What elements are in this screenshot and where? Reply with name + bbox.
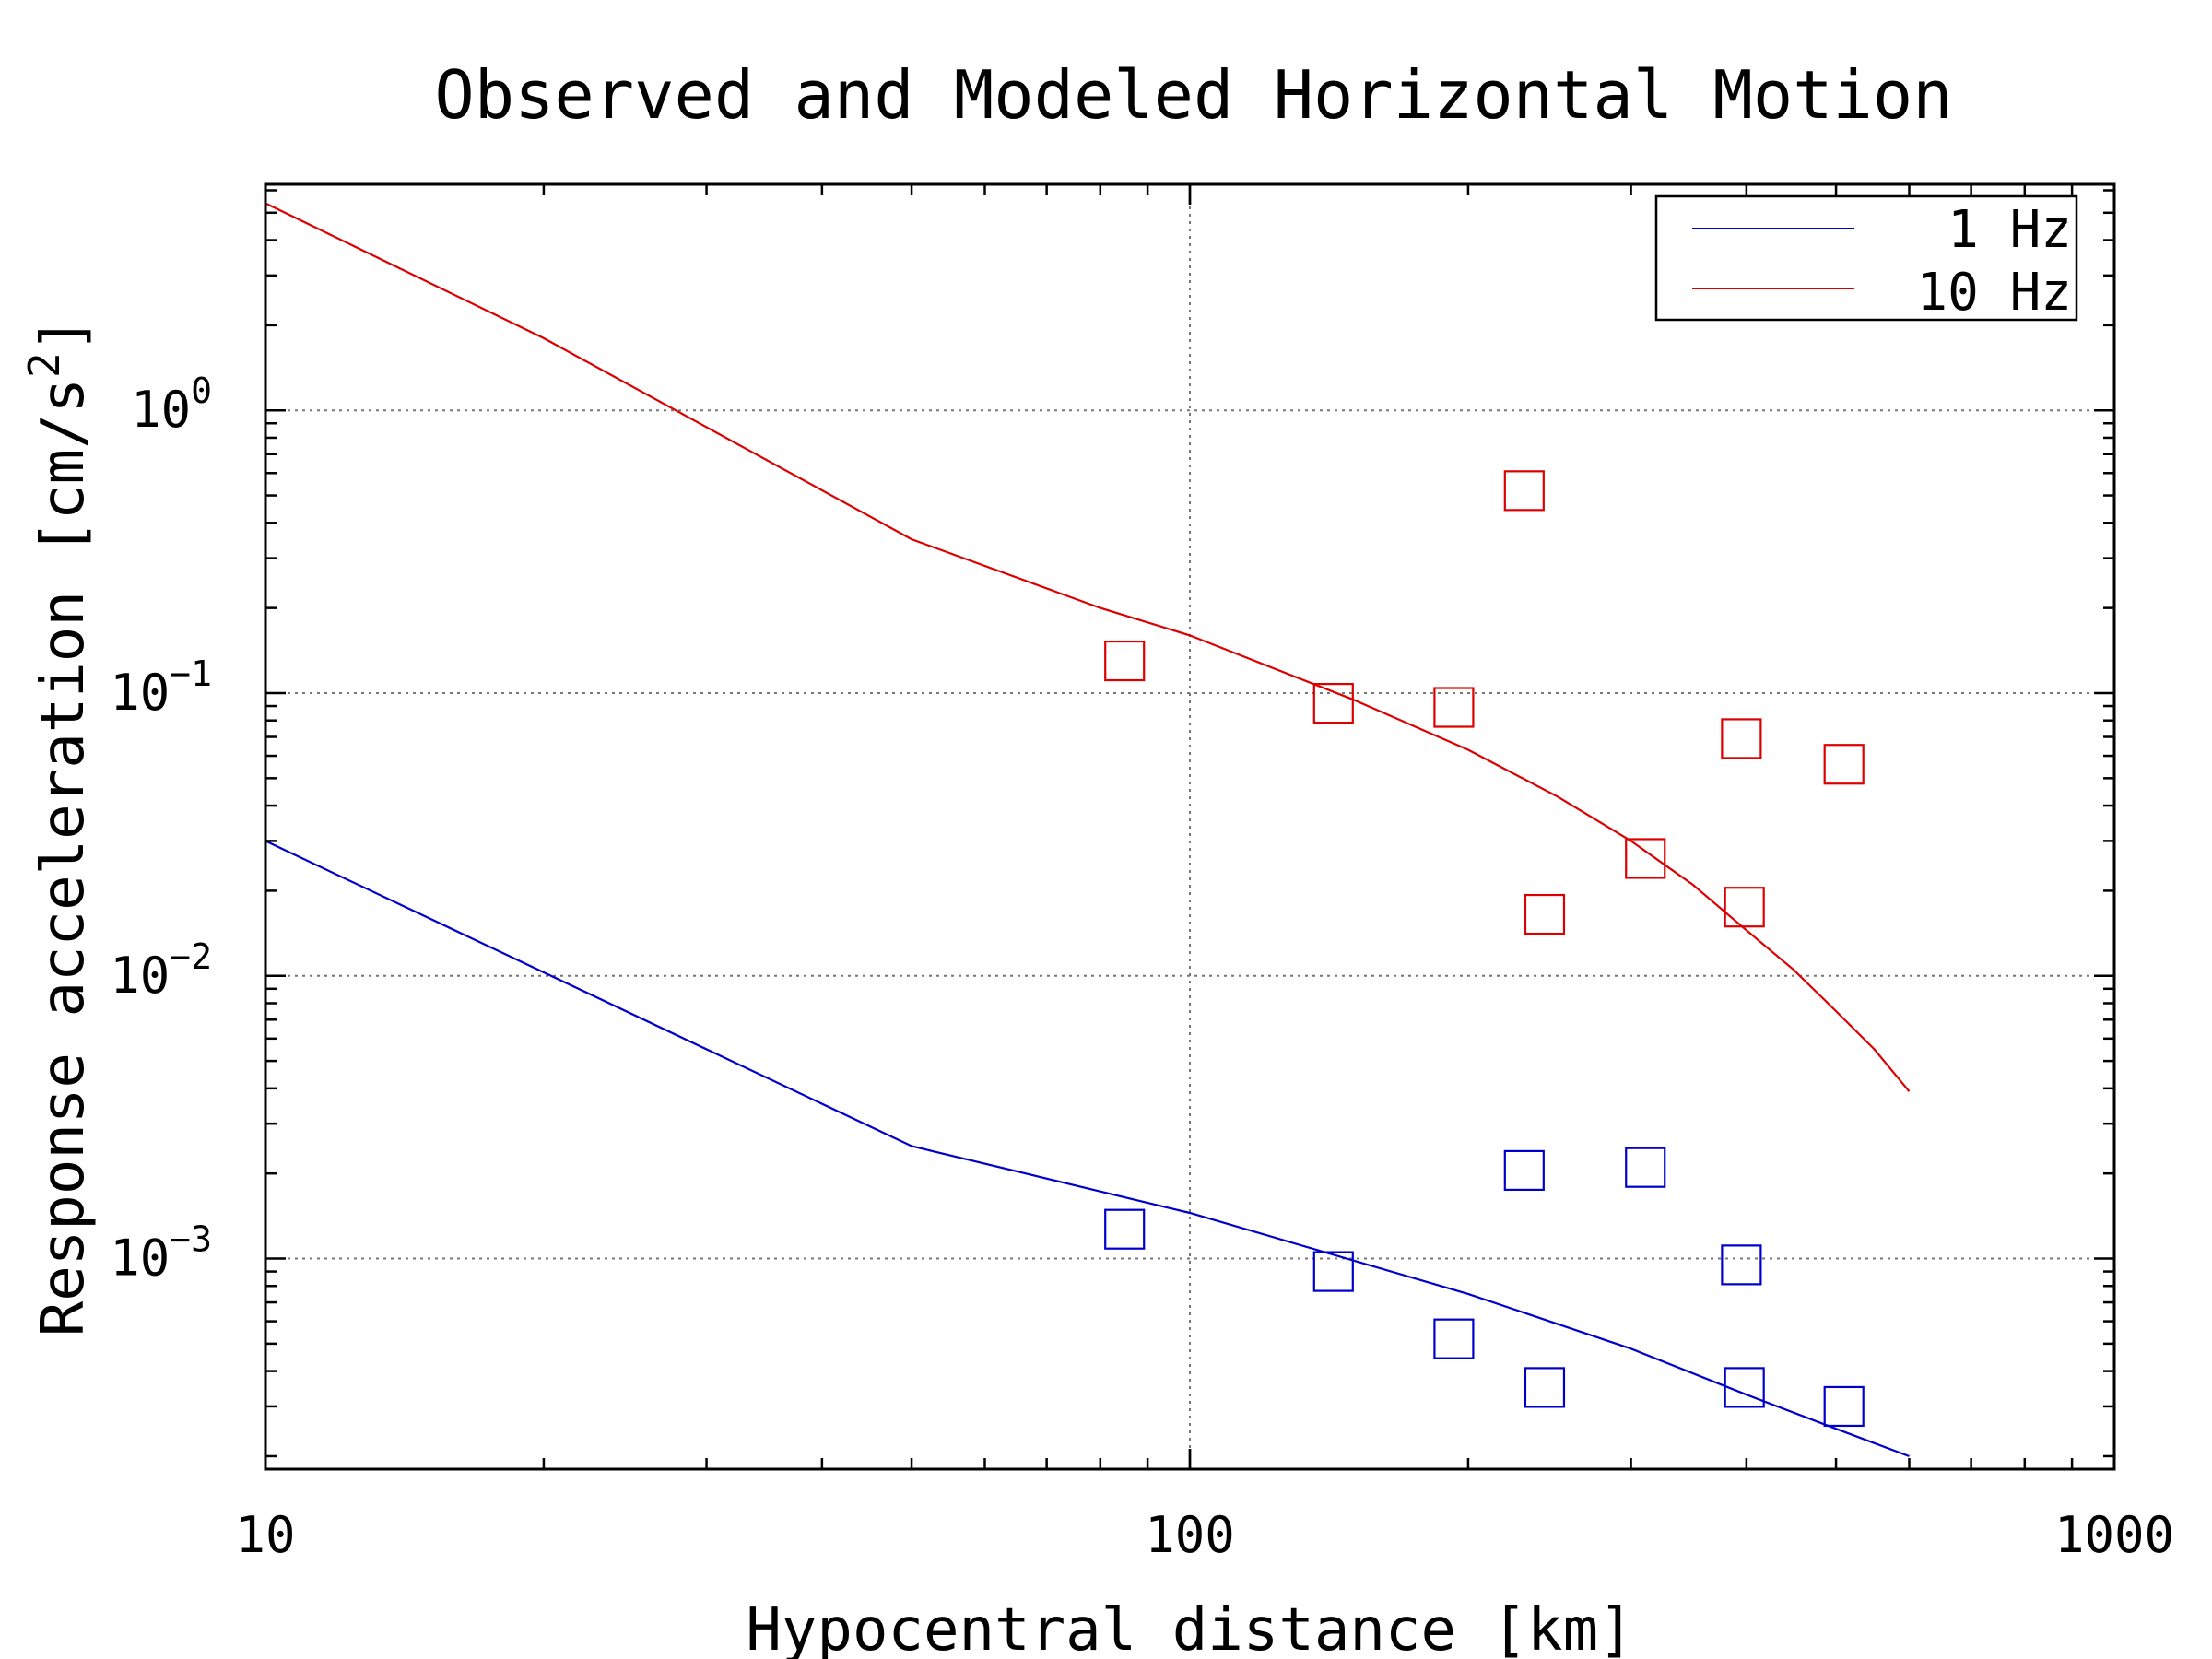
series-layer [265,202,1911,1458]
observed-marker-1hz [1104,1208,1146,1250]
x-axis-label: Hypocentral distance [km] [746,1596,1633,1659]
observed-marker-10hz [1104,640,1146,682]
chart-title: Observed and Modeled Horizontal Motion [434,56,1952,134]
x-tick-label: 10 [235,1506,295,1564]
y-axis-label-text: Response acceleration [cm/s [29,378,98,1336]
series-line-1hz [265,840,1910,1458]
observed-marker-10hz [1524,893,1566,935]
observed-marker-1hz [1724,1367,1765,1408]
x-tick-label: 1000 [2054,1506,2174,1564]
observed-marker-10hz [1503,470,1545,512]
observed-marker-1hz [1823,1385,1865,1428]
y-tick-exp: −1 [170,653,212,694]
ticks [264,184,2116,1469]
observed-marker-10hz [1312,682,1354,724]
observed-marker-1hz [1524,1367,1566,1408]
grid [265,184,2114,1469]
legend: 1 Hz 10 Hz [1654,194,2078,323]
y-axis-label: Response acceleration [cm/s2] [19,317,98,1337]
legend-label-10hz: 10 Hz [1916,263,2072,323]
observed-marker-1hz [1433,1318,1475,1359]
legend-label-1hz: 1 Hz [1947,200,2072,260]
observed-marker-10hz [1433,687,1475,728]
y-tick-label: 100 [131,371,212,439]
y-tick-label: 10−1 [110,653,212,722]
y-tick-base: 10 [110,664,170,722]
legend-box [1654,194,2078,322]
y-tick-exp: 0 [191,371,212,411]
y-tick-base: 10 [110,947,170,1005]
y-tick-exp: −3 [170,1219,212,1260]
observed-marker-1hz [1503,1149,1545,1191]
observed-marker-1hz [1721,1244,1762,1286]
y-tick-exp: −2 [170,936,212,977]
y-tick-base: 10 [110,1230,170,1288]
x-tick-label: 100 [1145,1506,1235,1564]
observed-marker-1hz [1625,1147,1666,1188]
observed-marker-10hz [1625,838,1666,879]
observed-marker-10hz [1721,718,1762,759]
observed-marker-10hz [1724,887,1765,928]
y-tick-label: 10−3 [110,1219,212,1288]
y-tick-base: 10 [131,381,191,439]
series-line-10hz [265,202,1911,1092]
y-axis-label-sup: 2 [19,352,69,378]
observed-marker-1hz [1312,1251,1354,1292]
observed-marker-10hz [1823,744,1865,785]
y-axis-label-close: ] [29,317,98,353]
y-tick-label: 10−2 [110,936,212,1005]
